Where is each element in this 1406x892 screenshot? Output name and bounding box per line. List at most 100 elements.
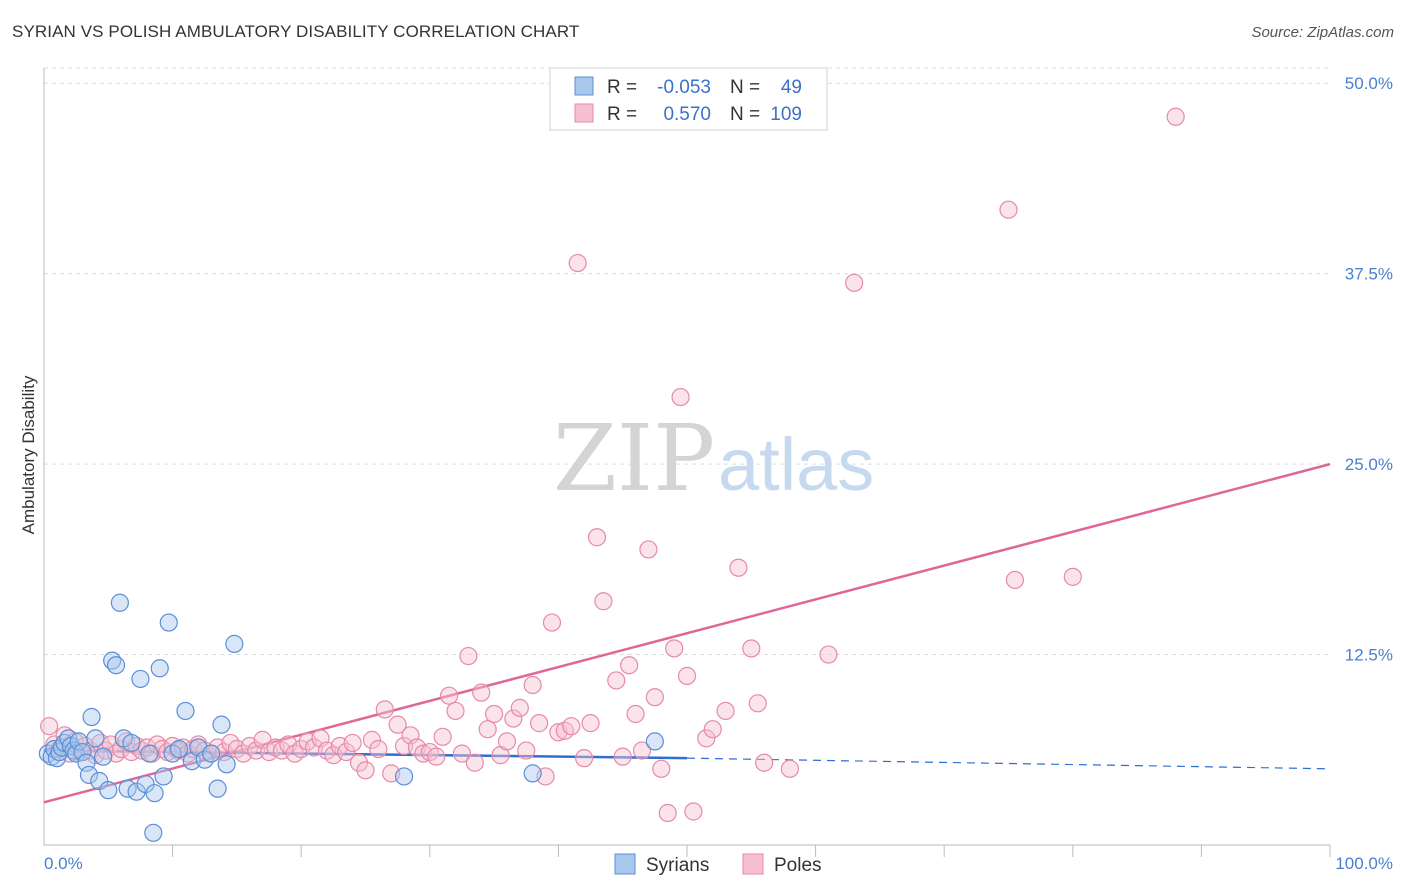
watermark-atlas: atlas	[718, 423, 874, 506]
data-point-poles	[575, 749, 594, 768]
data-point-poles	[677, 666, 697, 685]
data-point-syrians	[82, 707, 101, 727]
data-point-poles	[439, 686, 459, 705]
series-legend-label-poles: Poles	[774, 855, 822, 876]
data-point-poles	[562, 717, 581, 736]
data-point-poles	[433, 727, 452, 746]
data-point-poles	[729, 558, 748, 577]
data-point-syrians	[154, 767, 173, 786]
series-legend-swatch-poles	[742, 853, 764, 875]
data-point-poles	[684, 802, 703, 821]
data-point-poles	[497, 732, 517, 751]
watermark: ZIP atlas	[553, 405, 874, 512]
data-point-syrians	[523, 764, 542, 783]
data-point-syrians	[110, 593, 129, 612]
grid-lines	[44, 67, 1330, 656]
data-point-poles	[485, 704, 504, 724]
data-point-poles	[742, 639, 761, 658]
data-point-syrians	[99, 781, 118, 800]
data-point-poles	[388, 715, 407, 734]
data-point-poles	[632, 741, 652, 760]
data-point-poles	[607, 671, 626, 690]
data-point-poles	[671, 387, 690, 407]
legend-r-label-poles: R =	[607, 104, 637, 125]
x-tick-label-max: 100.0%	[1335, 854, 1393, 873]
legend-swatch-syrians	[574, 76, 594, 96]
data-point-syrians	[64, 741, 83, 760]
data-point-syrians	[212, 715, 231, 734]
data-point-poles	[594, 592, 613, 611]
legend-swatch-poles	[574, 103, 594, 123]
series-legend-swatch-syrians	[614, 853, 636, 875]
legend-n-label-poles: N =	[730, 104, 760, 125]
data-point-poles	[362, 730, 382, 749]
data-point-poles	[581, 714, 600, 733]
y-tick-label: 37.5%	[1345, 265, 1393, 284]
data-point-poles	[40, 717, 59, 736]
x-tick-label-min: 0.0%	[44, 854, 83, 873]
data-point-syrians	[79, 765, 99, 785]
data-point-poles	[587, 528, 607, 547]
data-point-poles	[999, 200, 1018, 219]
data-point-poles	[459, 646, 478, 666]
data-point-poles	[523, 675, 542, 695]
data-point-poles	[343, 733, 362, 753]
data-point-syrians	[645, 732, 664, 751]
data-point-poles	[697, 729, 716, 748]
data-point-poles	[645, 688, 664, 707]
data-point-syrians	[122, 733, 141, 753]
series-poles	[40, 107, 1185, 823]
data-point-syrians	[208, 779, 227, 798]
data-point-poles	[504, 709, 523, 728]
data-point-syrians	[225, 634, 244, 653]
data-point-poles	[427, 747, 446, 766]
data-point-syrians	[144, 823, 163, 842]
data-point-poles	[1063, 567, 1082, 586]
y-tick-label: 25.0%	[1345, 455, 1393, 474]
data-point-syrians	[106, 656, 126, 675]
data-point-poles	[652, 759, 671, 778]
data-point-syrians	[131, 669, 150, 689]
data-point-poles	[452, 744, 472, 763]
data-point-syrians	[73, 742, 92, 762]
data-point-poles	[356, 761, 375, 780]
y-tick-label: 12.5%	[1345, 646, 1393, 665]
data-point-poles	[375, 700, 394, 719]
data-point-poles	[510, 698, 529, 717]
y-axis-title: Ambulatory Disability	[19, 375, 38, 534]
data-point-poles	[626, 704, 645, 724]
correlation-legend: R = -0.053 N = 49 R = 0.570 N = 109	[549, 67, 828, 131]
data-point-poles	[748, 694, 767, 713]
data-point-syrians	[145, 784, 164, 803]
data-point-syrians	[159, 613, 178, 632]
series-syrians	[38, 593, 664, 842]
data-point-syrians	[176, 701, 195, 721]
data-point-poles	[446, 701, 465, 721]
watermark-zip: ZIP	[553, 405, 715, 512]
x-ticks	[172, 845, 1331, 857]
legend-box	[549, 67, 828, 131]
data-point-poles	[349, 753, 369, 772]
data-point-poles	[819, 645, 838, 664]
data-point-syrians	[217, 755, 236, 774]
data-point-poles	[1005, 570, 1025, 590]
y-tick-label: 50.0%	[1345, 74, 1393, 93]
data-point-syrians	[94, 747, 113, 766]
data-point-poles	[755, 753, 774, 772]
data-point-poles	[780, 759, 799, 778]
data-point-poles	[369, 739, 388, 759]
data-point-poles	[478, 720, 497, 739]
data-point-syrians	[169, 739, 189, 759]
data-point-syrians	[140, 744, 159, 763]
data-point-poles	[1166, 107, 1185, 126]
data-point-poles	[465, 753, 484, 772]
data-point-poles	[530, 714, 549, 733]
data-point-poles	[845, 273, 864, 292]
legend-n-label-syrians: N =	[730, 77, 760, 98]
y-tick-labels: 12.5% 25.0% 37.5% 50.0%	[1345, 74, 1393, 664]
series-legend: Syrians Poles	[614, 853, 822, 876]
data-point-poles	[703, 720, 722, 739]
data-point-poles	[716, 701, 735, 721]
legend-n-value-poles: 109	[770, 104, 802, 125]
